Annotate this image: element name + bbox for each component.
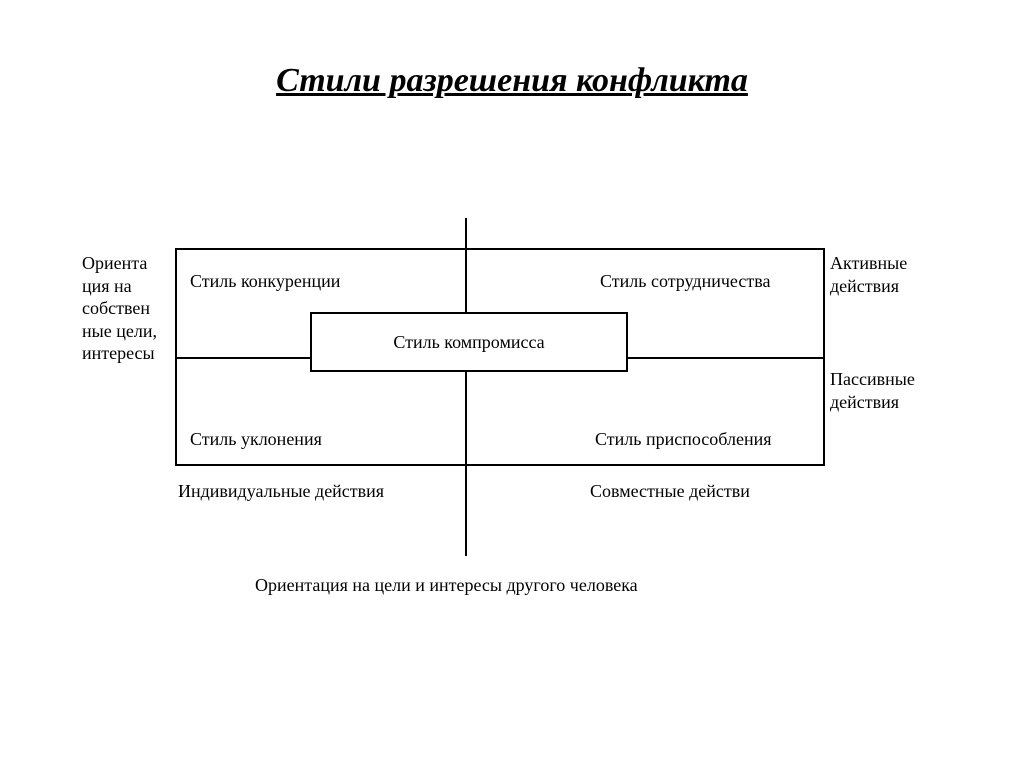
bottom-right-label: Совместные действи bbox=[590, 480, 750, 503]
left-axis-label: Ориента ция на собствен ные цели, интере… bbox=[82, 252, 172, 365]
right-upper-label: Активные действия bbox=[830, 252, 925, 297]
quadrant-top-left-label: Стиль конкуренции bbox=[190, 270, 340, 293]
center-box-compromise: Стиль компромисса bbox=[310, 312, 628, 372]
right-lower-label: Пассивные действия bbox=[830, 368, 925, 413]
axis-vertical-bottom bbox=[465, 466, 467, 556]
conflict-styles-diagram: Стиль компромисса Стиль конкуренции Стил… bbox=[0, 0, 1024, 768]
quadrant-bottom-right-label: Стиль приспособления bbox=[595, 428, 772, 451]
center-box-label: Стиль компромисса bbox=[393, 332, 544, 353]
axis-vertical-top bbox=[465, 218, 467, 248]
bottom-axis-label: Ориентация на цели и интересы другого че… bbox=[255, 575, 638, 596]
quadrant-top-right-label: Стиль сотрудничества bbox=[600, 270, 770, 293]
bottom-left-label: Индивидуальные действия bbox=[178, 480, 384, 503]
quadrant-bottom-left-label: Стиль уклонения bbox=[190, 428, 322, 451]
